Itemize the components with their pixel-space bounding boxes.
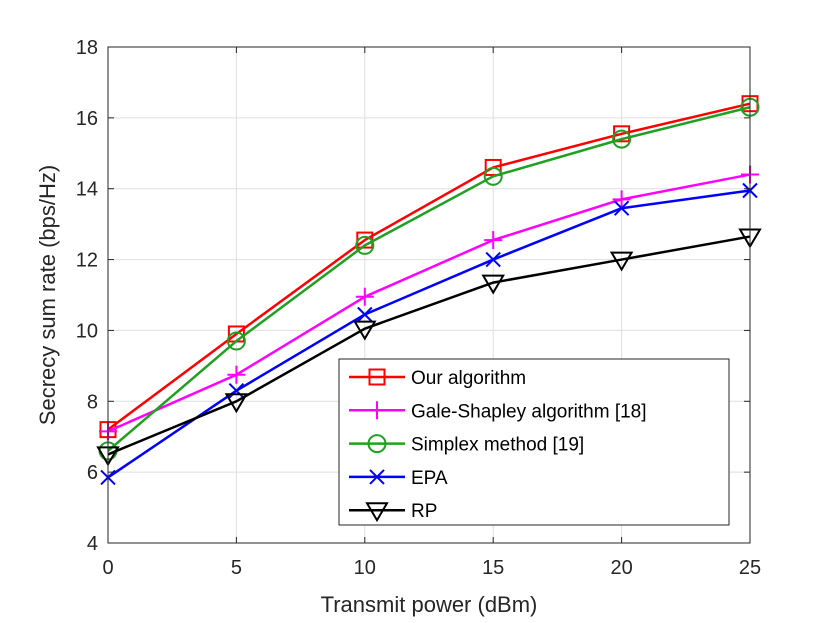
legend-marker	[369, 469, 385, 485]
legend-entry: RP	[349, 501, 437, 522]
x-axis-ticks: 0 5 10 15 20 25	[102, 47, 761, 579]
legend-marker	[368, 368, 386, 386]
series-line	[107, 106, 751, 452]
legend-entry: Gale-Shapley algorithm [18]	[349, 401, 647, 422]
data-point-marker	[227, 365, 246, 384]
series-line	[107, 102, 751, 431]
legend-label: Gale-Shapley algorithm [18]	[411, 401, 647, 422]
data-point-marker	[609, 251, 634, 272]
data-point-marker	[481, 274, 505, 295]
x-axis-label: Transmit power (dBm)	[321, 592, 538, 617]
legend: Our algorithm Gale-Shapley algorithm [18]…	[338, 358, 730, 526]
data-point-marker	[612, 190, 631, 209]
data-point-marker	[485, 251, 501, 268]
x-tick-label: 15	[482, 557, 504, 579]
legend-marker	[367, 434, 387, 454]
series-rp	[96, 228, 762, 467]
x-tick-label: 0	[102, 557, 113, 579]
data-point-marker	[353, 320, 377, 341]
legend-box	[338, 358, 730, 526]
data-point-marker	[483, 166, 503, 186]
legend-label: EPA	[411, 468, 448, 489]
legend-label: Simplex method [19]	[411, 435, 584, 456]
data-point-marker	[613, 200, 630, 216]
y-tick-label: 18	[76, 37, 98, 59]
x-tick-label: 20	[610, 557, 632, 579]
data-point-marker	[484, 158, 502, 176]
y-tick-label: 4	[87, 533, 98, 555]
y-tick-label: 6	[87, 462, 98, 484]
data-point-marker	[484, 231, 503, 250]
series-line	[107, 235, 751, 456]
data-point-marker	[355, 235, 375, 255]
series-line	[107, 189, 751, 479]
data-point-marker	[355, 287, 374, 306]
legend-entry: Simplex method [19]	[349, 434, 584, 456]
plot-frame	[107, 46, 751, 544]
legend-marker	[368, 401, 386, 420]
legend-marker	[365, 502, 389, 523]
series-our-algorithm	[99, 95, 759, 439]
data-point-marker	[224, 393, 249, 414]
legend-label: RP	[411, 501, 437, 522]
legend-entry: Our algorithm	[349, 368, 526, 389]
series-layer	[96, 95, 762, 486]
y-tick-label: 10	[76, 320, 98, 342]
y-axis-ticks: 4 6 8 10 12 14 16 18	[76, 37, 750, 555]
y-tick-label: 16	[76, 108, 98, 130]
y-axis-label: Secrecy sum rate (bps/Hz)	[35, 165, 60, 425]
x-tick-label: 5	[231, 557, 242, 579]
data-point-marker	[357, 306, 373, 323]
data-point-marker	[226, 331, 246, 351]
y-tick-label: 8	[87, 391, 98, 413]
data-point-marker	[612, 129, 632, 149]
y-tick-label: 14	[76, 179, 98, 201]
legend-label: Our algorithm	[411, 368, 526, 389]
legend-entry: EPA	[349, 468, 448, 489]
x-tick-label: 25	[739, 557, 761, 579]
y-tick-label: 12	[76, 250, 98, 272]
series-line	[107, 173, 751, 433]
data-point-marker	[228, 382, 245, 399]
x-tick-label: 10	[354, 557, 376, 579]
